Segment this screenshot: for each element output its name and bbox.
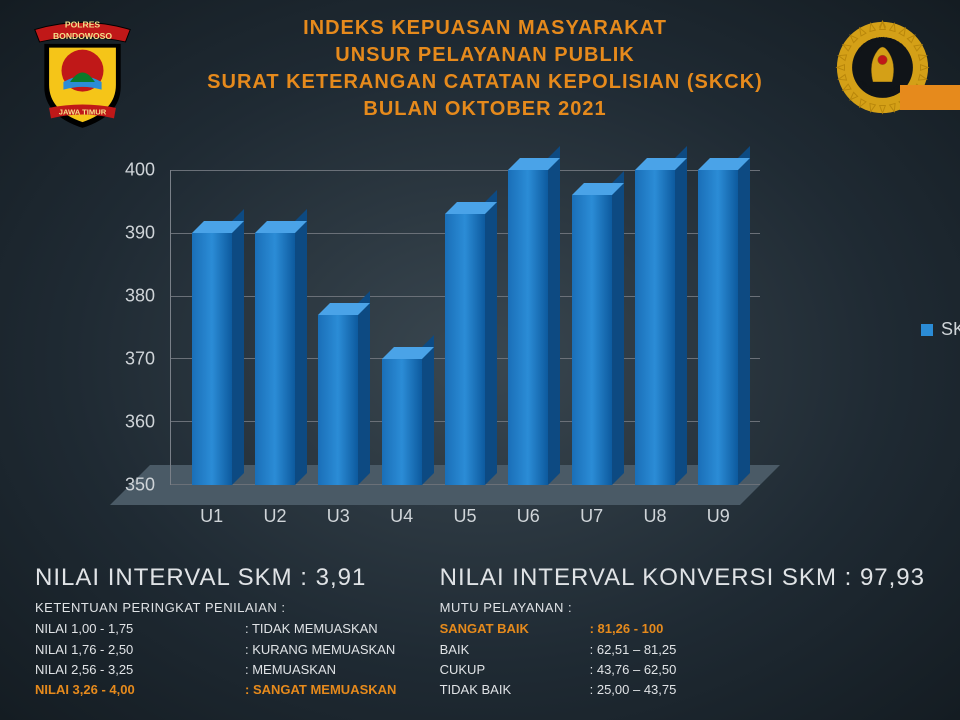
x-axis-label: U2 xyxy=(263,506,286,527)
bar-side xyxy=(612,171,624,485)
title-line-1: INDEKS KEPUASAN MASYARAKAT xyxy=(145,15,825,42)
bar-side xyxy=(738,146,750,485)
info-row-key: CUKUP xyxy=(440,660,590,680)
info-row: SANGAT BAIK: 81,26 - 100 xyxy=(440,619,925,639)
info-row-key: NILAI 3,26 - 4,00 xyxy=(35,680,245,700)
bar-side xyxy=(548,146,560,485)
info-row-key: NILAI 2,56 - 3,25 xyxy=(35,660,245,680)
bar-front xyxy=(572,195,612,485)
bar-side xyxy=(295,209,307,485)
bar-side xyxy=(358,291,370,485)
x-axis-label: U6 xyxy=(517,506,540,527)
rating-rules-heading: KETENTUAN PERINGKAT PENILAIAN : xyxy=(35,600,410,615)
legend-label: SKCK xyxy=(941,319,960,340)
mutu-heading: MUTU PELAYANAN : xyxy=(440,600,925,615)
title-line-3: SURAT KETERANGAN CATATAN KEPOLISIAN (SKC… xyxy=(145,69,825,96)
y-axis-label: 370 xyxy=(95,349,155,370)
legend-swatch xyxy=(921,324,933,336)
bar-front xyxy=(318,315,358,485)
bar-front xyxy=(635,170,675,485)
accent-bar xyxy=(900,85,960,110)
bar: U6 xyxy=(508,170,548,485)
y-axis-label: 380 xyxy=(95,286,155,307)
bar-front xyxy=(445,214,485,485)
bar: U1 xyxy=(192,233,232,485)
y-axis-label: 350 xyxy=(95,475,155,496)
bar-side xyxy=(485,190,497,485)
x-axis-label: U9 xyxy=(707,506,730,527)
x-axis-label: U5 xyxy=(453,506,476,527)
bar-front xyxy=(192,233,232,485)
info-row: NILAI 2,56 - 3,25: MEMUASKAN xyxy=(35,660,410,680)
bar-side xyxy=(232,209,244,485)
bar: U7 xyxy=(572,195,612,485)
bar-front xyxy=(698,170,738,485)
title-line-4: BULAN OKTOBER 2021 xyxy=(145,96,825,123)
bar: U4 xyxy=(382,359,422,485)
bar: U9 xyxy=(698,170,738,485)
bar: U5 xyxy=(445,214,485,485)
header: POLRES BONDOWOSO JAWA TIMUR INDEKS KEPUA… xyxy=(0,0,960,135)
info-row-key: SANGAT BAIK xyxy=(440,619,590,639)
bar-front xyxy=(382,359,422,485)
right-column: NILAI INTERVAL KONVERSI SKM : 97,93 MUTU… xyxy=(440,564,925,700)
y-axis-label: 360 xyxy=(95,412,155,433)
info-row-key: NILAI 1,76 - 2,50 xyxy=(35,640,245,660)
x-axis-label: U3 xyxy=(327,506,350,527)
skm-interval-value: NILAI INTERVAL SKM : 3,91 xyxy=(35,564,410,592)
bar-side xyxy=(675,146,687,485)
info-row-value: : TIDAK MEMUASKAN xyxy=(245,619,410,639)
info-row-value: : SANGAT MEMUASKAN xyxy=(245,680,410,700)
bar-chart: U1U2U3U4U5U6U7U8U9 350360370380390400 SK… xyxy=(100,170,880,525)
info-row-key: BAIK xyxy=(440,640,590,660)
info-row-value: : 62,51 – 81,25 xyxy=(590,640,925,660)
x-axis-label: U8 xyxy=(643,506,666,527)
info-row-key: NILAI 1,00 - 1,75 xyxy=(35,619,245,639)
bar-front xyxy=(508,170,548,485)
title-line-2: UNSUR PELAYANAN PUBLIK xyxy=(145,42,825,69)
info-row: NILAI 3,26 - 4,00: SANGAT MEMUASKAN xyxy=(35,680,410,700)
info-row-key: TIDAK BAIK xyxy=(440,680,590,700)
svg-text:BONDOWOSO: BONDOWOSO xyxy=(53,31,112,41)
y-axis-label: 390 xyxy=(95,223,155,244)
info-row: NILAI 1,00 - 1,75: TIDAK MEMUASKAN xyxy=(35,619,410,639)
bar: U2 xyxy=(255,233,295,485)
bars-container: U1U2U3U4U5U6U7U8U9 xyxy=(180,170,750,485)
info-row: TIDAK BAIK: 25,00 – 43,75 xyxy=(440,680,925,700)
info-row: CUKUP: 43,76 – 62,50 xyxy=(440,660,925,680)
info-row: NILAI 1,76 - 2,50: KURANG MEMUASKAN xyxy=(35,640,410,660)
left-column: NILAI INTERVAL SKM : 3,91 KETENTUAN PERI… xyxy=(35,564,410,700)
info-row-value: : 81,26 - 100 xyxy=(590,619,925,639)
bar: U8 xyxy=(635,170,675,485)
skm-konversi-value: NILAI INTERVAL KONVERSI SKM : 97,93 xyxy=(440,564,925,592)
title-block: INDEKS KEPUASAN MASYARAKAT UNSUR PELAYAN… xyxy=(135,15,835,123)
police-badge-left: POLRES BONDOWOSO JAWA TIMUR xyxy=(30,15,135,130)
chart-legend: SKCK xyxy=(921,319,960,340)
bar: U3 xyxy=(318,315,358,485)
info-row: BAIK: 62,51 – 81,25 xyxy=(440,640,925,660)
info-row-value: : 25,00 – 43,75 xyxy=(590,680,925,700)
bottom-info: NILAI INTERVAL SKM : 3,91 KETENTUAN PERI… xyxy=(35,564,925,700)
svg-text:JAWA TIMUR: JAWA TIMUR xyxy=(59,108,107,117)
info-row-value: : KURANG MEMUASKAN xyxy=(245,640,410,660)
info-row-value: : 43,76 – 62,50 xyxy=(590,660,925,680)
y-axis-label: 400 xyxy=(95,160,155,181)
chart-plot-area: U1U2U3U4U5U6U7U8U9 350360370380390400 xyxy=(170,170,760,485)
svg-text:POLRES: POLRES xyxy=(65,20,101,30)
x-axis-label: U1 xyxy=(200,506,223,527)
info-row-value: : MEMUASKAN xyxy=(245,660,410,680)
x-axis-label: U4 xyxy=(390,506,413,527)
bar-front xyxy=(255,233,295,485)
x-axis-label: U7 xyxy=(580,506,603,527)
